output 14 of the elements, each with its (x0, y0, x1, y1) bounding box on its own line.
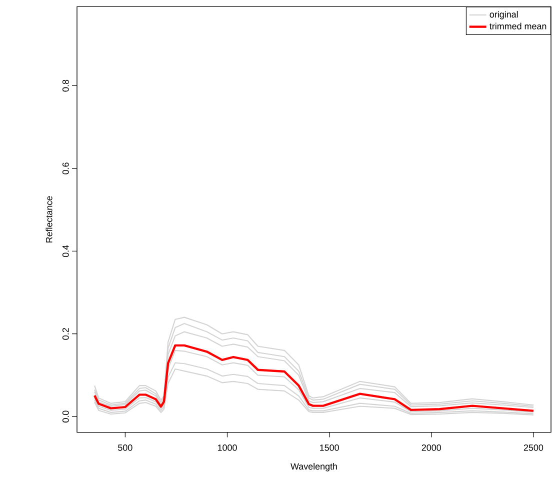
y-tick-label: 0.6 (62, 162, 69, 174)
y-tick-label: 0.8 (62, 80, 69, 92)
y-tick-label: 0.4 (62, 245, 69, 258)
x-axis-title: Wavelength (290, 463, 337, 472)
y-axis-title: Reflectance (46, 196, 52, 242)
legend-label: trimmed mean (490, 22, 546, 30)
x-tick-label: 500 (118, 444, 132, 451)
y-tick-label: 0.2 (62, 328, 69, 340)
x-tick-label: 1500 (320, 444, 339, 451)
y-tick-label: 0.0 (62, 410, 69, 422)
x-tick-label: 1000 (218, 444, 237, 451)
x-tick-label: 2000 (422, 444, 442, 451)
legend-label: original (490, 10, 518, 20)
x-tick-label: 2500 (524, 444, 544, 451)
